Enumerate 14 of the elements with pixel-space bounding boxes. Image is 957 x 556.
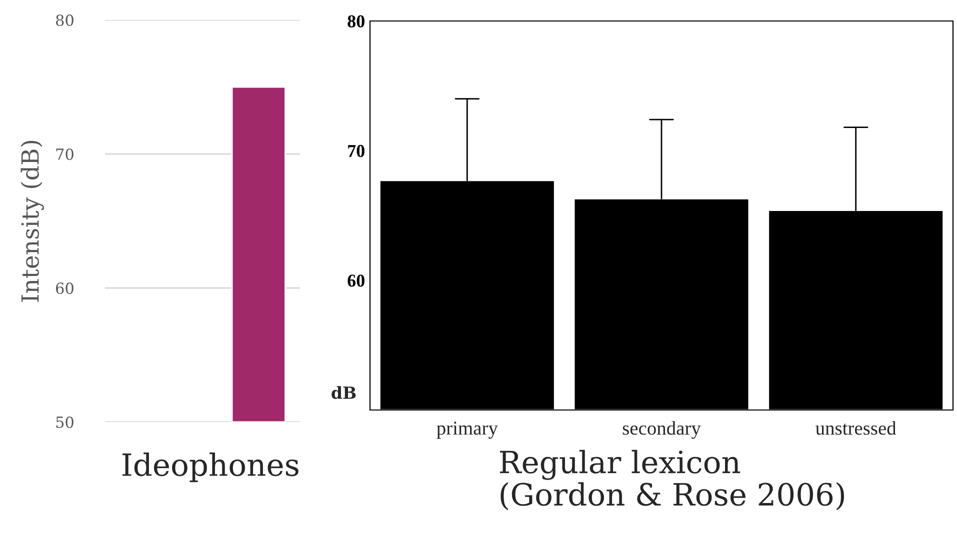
y-axis-title: Intensity (dB): [20, 140, 44, 302]
x-axis-title: Regular lexicon (Gordon & Rose 2006): [500, 450, 844, 510]
y-tick-label: 70: [348, 144, 364, 158]
y-axis-title: dB: [332, 386, 356, 399]
y-tick-label: 80: [348, 15, 364, 28]
x-tick-label: primary: [436, 422, 498, 439]
y-tick-label: 70: [56, 148, 74, 160]
y-tick-label: 60: [56, 282, 74, 294]
y-tick-label: 50: [56, 416, 74, 428]
x-axis-title: Ideophones: [122, 452, 298, 482]
y-tick-label: 80: [56, 14, 74, 26]
y-tick-label: 60: [348, 274, 364, 287]
x-tick-label: unstressed: [816, 421, 896, 435]
x-tick-label: secondary: [622, 421, 701, 439]
